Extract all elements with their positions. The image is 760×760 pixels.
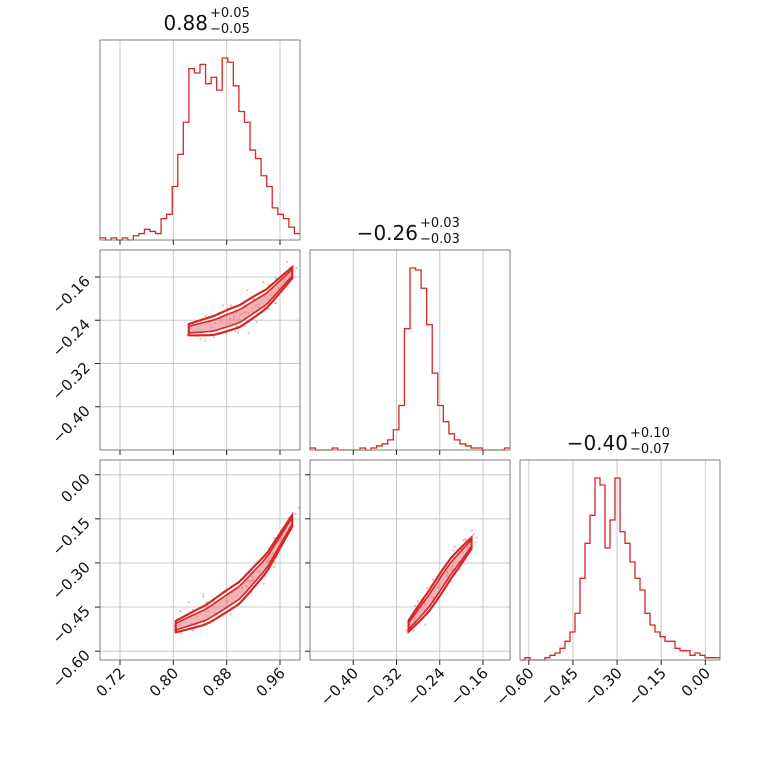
scatter-point-0-27 [255,320,258,324]
y-tick-label-p2-1: −0.45 [49,602,94,647]
contour-p0-p1-level-1 [188,267,294,334]
contour-p1-p2-level-0 [407,534,473,635]
y-tick-label-p2-2: −0.30 [49,558,94,603]
scatter-point-1-24 [201,593,205,596]
scatter-point-0-58 [225,332,228,335]
scatter-point-0-18 [262,280,265,284]
scatter-point-1-18 [178,609,182,613]
scatter-point-2-51 [412,629,415,632]
scatter-point-0-16 [295,266,298,270]
panel-frame-0-0 [99,39,301,241]
panel-title-value-p1: −0.26 [357,221,418,245]
scatter-point-0-23 [247,332,250,335]
scatter-point-0-75 [212,336,215,339]
scatter-point-0-42 [204,339,207,342]
scatter-point-2-21 [474,541,477,544]
scatter-point-0-28 [229,304,233,307]
scatter-point-0-10 [246,288,249,292]
scatter-point-1-1 [297,506,300,509]
scatter-point-0-46 [234,330,237,333]
scatter-point-1-40 [191,629,194,632]
y-tick-label-p2-4: 0.00 [57,470,93,506]
scatter-point-2-75 [472,533,475,536]
y-tick-label-p2-3: −0.15 [49,514,94,559]
scatter-point-2-74 [417,600,420,603]
scatter-point-2-16 [432,578,435,581]
y-tick-label-p1-1: −0.32 [49,359,94,404]
y-tick-label-p1-0: −0.40 [49,402,94,447]
x-tick-label-p2-3: −0.15 [625,664,670,709]
scatter-point-1-72 [187,601,190,604]
histogram-p0 [99,57,300,241]
scatter-point-0-68 [243,325,246,328]
scatter-point-0-52 [273,302,277,305]
x-tick-label-p1-0: −0.40 [317,664,362,709]
scatter-point-1-16 [273,536,276,540]
panel-frame-0-1 [99,249,301,451]
panel-frame-1-2 [309,459,511,661]
scatter-point-2-11 [470,529,473,532]
panel-frame-2-2 [519,459,721,661]
panel-title-value-p2: −0.40 [567,431,628,455]
contour-p0-p1-level-0 [187,264,294,337]
scatter-point-1-15 [229,613,232,616]
y-tick-label-p2-0: −0.60 [49,646,94,691]
x-tick-label-p2-0: −0.60 [492,664,537,709]
scatter-point-0-26 [199,338,202,341]
scatter-point-0-37 [204,315,207,318]
scatter-point-1-77 [262,582,265,586]
histogram-p1 [309,267,510,451]
scatter-point-1-79 [179,632,183,635]
panel-title-minus-p0: −0.05 [210,22,250,37]
panel-frame-1-1 [309,249,511,451]
panel-title-plus-p0: +0.05 [210,6,250,21]
x-tick-label-p0-3: 0.96 [252,664,288,700]
panel-frame-0-2 [99,459,301,661]
scatter-point-0-50 [221,304,225,307]
x-tick-label-p1-3: −0.16 [447,664,492,709]
y-tick-label-p1-2: −0.24 [49,315,94,360]
scatter-point-0-40 [274,277,278,280]
scatter-point-0-21 [186,333,189,337]
x-tick-label-p2-1: −0.45 [537,664,582,709]
scatter-point-2-59 [424,623,427,626]
x-tick-label-p0-0: 0.72 [92,664,128,700]
contour-p0-p2-level-1 [174,514,293,632]
scatter-point-2-12 [458,568,462,571]
scatter-point-2-63 [453,545,456,548]
scatter-point-2-25 [475,536,478,539]
scatter-point-1-10 [273,565,276,569]
x-tick-label-p2-4: 0.00 [678,664,714,700]
scatter-point-2-48 [452,549,455,552]
scatter-point-1-25 [172,628,175,631]
y-tick-label-p1-3: −0.16 [49,272,94,317]
scatter-point-2-32 [462,539,465,542]
x-tick-label-p1-1: −0.32 [360,664,405,709]
contour-p1-p2-level-1 [407,537,473,632]
x-tick-label-p2-2: −0.30 [581,664,626,709]
contour-p0-p2-level-0 [174,511,294,634]
panel-title-plus-p1: +0.03 [420,216,460,231]
x-tick-label-p0-1: 0.80 [146,664,182,700]
x-tick-label-p0-2: 0.88 [199,664,235,700]
scatter-point-1-75 [294,512,297,516]
histogram-p2 [520,477,720,661]
scatter-point-1-64 [202,595,205,599]
scatter-point-0-43 [236,331,240,334]
panel-title-minus-p2: −0.07 [630,442,670,457]
scatter-point-0-31 [286,260,289,263]
scatter-point-2-56 [426,586,429,590]
scatter-point-2-3 [414,604,417,607]
panel-title-value-p0: 0.88 [163,11,208,35]
panel-title-minus-p1: −0.03 [420,232,460,247]
x-tick-label-p1-2: −0.24 [403,664,448,709]
panel-title-plus-p2: +0.10 [630,426,670,441]
